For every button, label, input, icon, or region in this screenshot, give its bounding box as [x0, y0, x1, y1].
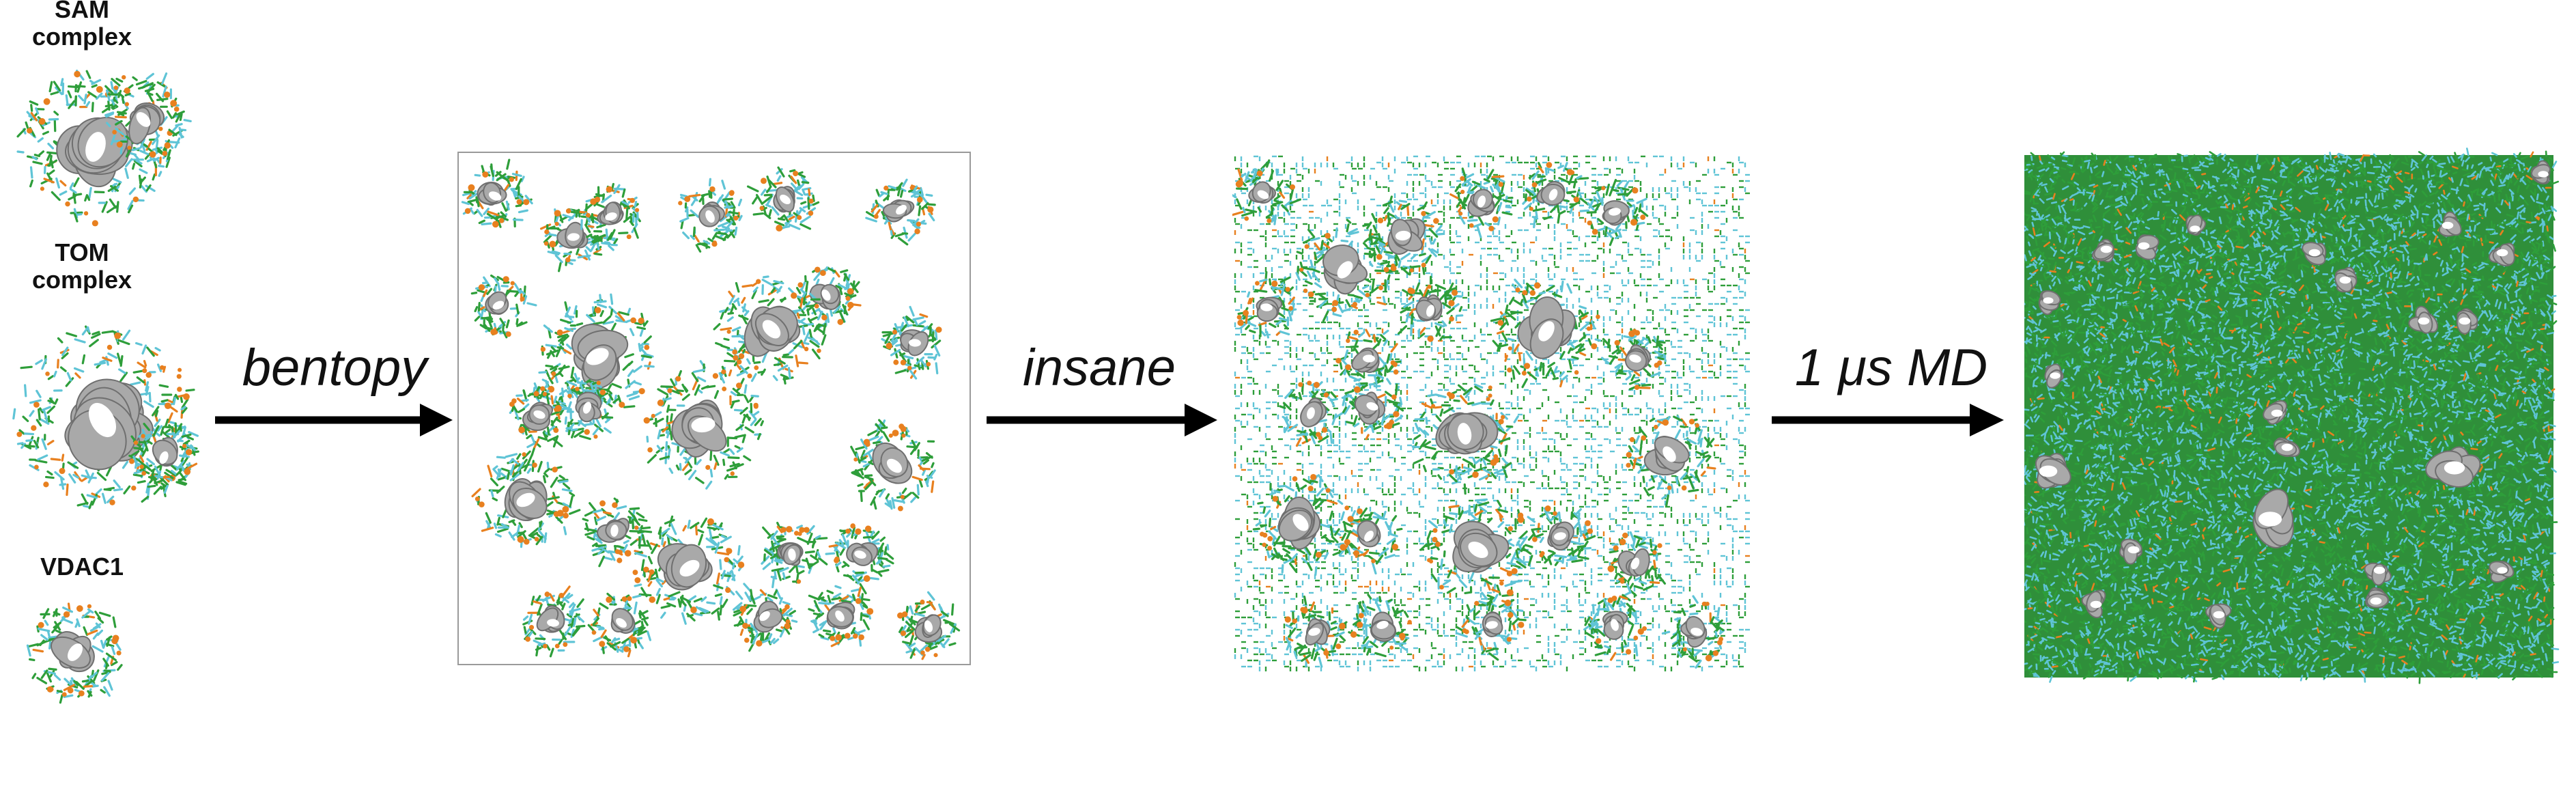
arrow-bentopy: [215, 404, 453, 436]
insane-membrane-panel: [1232, 155, 1750, 671]
vdac1-structure: [26, 602, 123, 704]
arrow-insane: [987, 404, 1217, 436]
vdac1-label: VDAC1: [40, 553, 124, 581]
md-equilibrated-panel: [2024, 148, 2560, 684]
sam-complex-structure: [16, 70, 192, 227]
step-label-insane: insane: [1023, 339, 1176, 397]
bentopy-packing-panel: [457, 152, 971, 665]
tom-complex-label: TOM complex: [31, 238, 132, 294]
step-label-md: 1 μs MD: [1794, 339, 1988, 397]
sam-complex-label: SAM complex: [31, 0, 132, 51]
tom-complex-structure: [12, 325, 199, 510]
step-label-bentopy: bentopy: [242, 339, 427, 397]
arrow-md: [1772, 404, 2004, 436]
